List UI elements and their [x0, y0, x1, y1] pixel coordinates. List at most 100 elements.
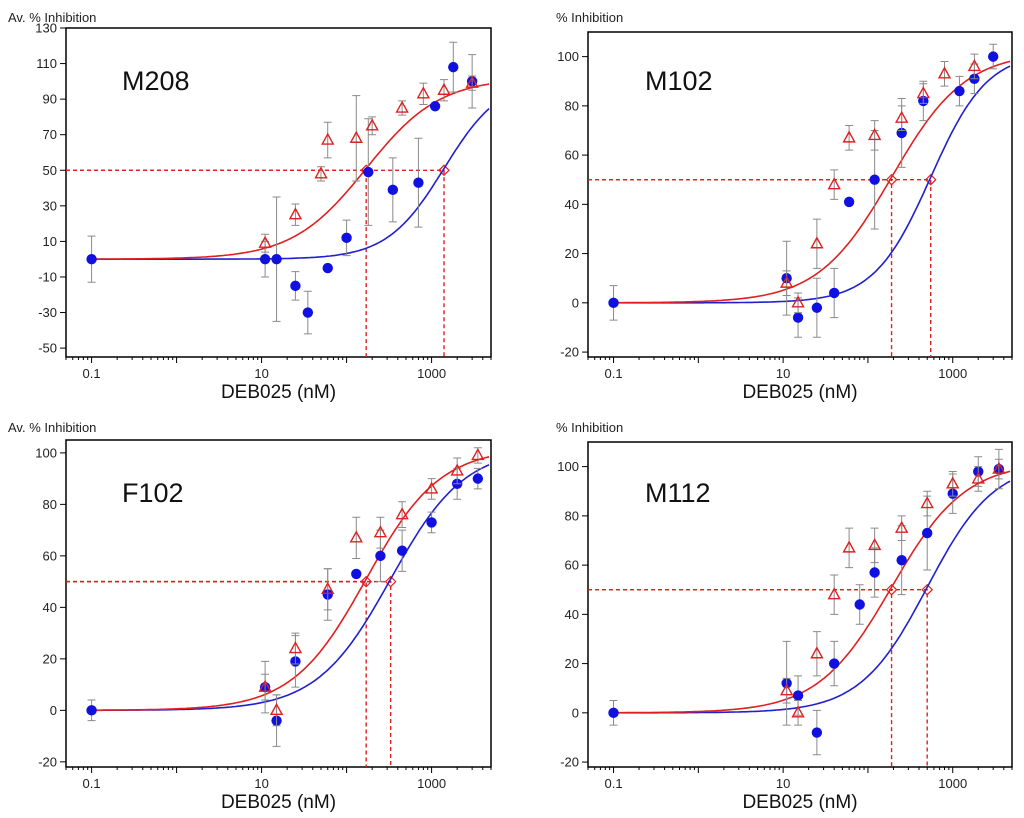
plot-frame [65, 27, 492, 358]
x-axis-label: DEB025 (nM) [221, 792, 336, 813]
ic50-marker-blue [921, 583, 934, 596]
x-axis-label: DEB025 (nM) [742, 382, 857, 403]
data-point-blue [869, 174, 880, 185]
data-point-red [437, 82, 451, 95]
x-tick-label: 0.1 [83, 366, 101, 381]
x-tick-label: 1000 [417, 776, 446, 791]
data-point-red [827, 177, 841, 190]
y-tick-label: 40 [43, 600, 57, 615]
error-bar [897, 105, 906, 131]
x-axis-label: DEB025 (nM) [742, 792, 857, 813]
data-point-red [894, 110, 909, 123]
data-point-blue [828, 658, 840, 669]
y-tick-label: 0 [50, 703, 57, 718]
data-point-red [424, 481, 439, 494]
y-tick-label: 100 [35, 445, 57, 460]
error-bar [845, 527, 854, 569]
ic50-guide-blue [588, 589, 928, 767]
data-point-red [395, 507, 409, 520]
data-point-red [827, 587, 841, 600]
data-point-blue [854, 599, 865, 610]
data-point-red [937, 66, 952, 79]
y-axis-label: % Inhibition [556, 10, 623, 25]
data-point-blue [86, 705, 97, 716]
data-point-blue [792, 312, 804, 323]
x-tick-label: 1000 [938, 776, 967, 791]
y-axis-label: Av. % Inhibition [8, 420, 96, 435]
data-point-red [779, 275, 794, 288]
x-axis-label: DEB025 (nM) [221, 382, 336, 403]
ic50-marker-red [885, 173, 898, 186]
data-point-red [791, 295, 805, 308]
data-point-blue [987, 51, 999, 62]
error-bar [453, 457, 462, 485]
data-point-blue [896, 554, 907, 566]
y-tick-label: 80 [565, 98, 579, 113]
data-point-red [920, 496, 934, 509]
error-bar [974, 466, 983, 492]
ic50-guide-red [588, 589, 893, 767]
data-point-red [992, 461, 1006, 474]
error-bar [870, 120, 879, 151]
data-point-red [894, 520, 909, 533]
fit-curve-red [613, 470, 1011, 714]
x-tick-label: 1000 [417, 366, 446, 381]
data-point-red [450, 463, 464, 476]
error-bar [897, 515, 906, 541]
data-point-red [321, 132, 335, 145]
y-tick-label: 0 [572, 705, 579, 720]
data-point-red [842, 130, 856, 143]
fit-curve-red [613, 60, 1011, 304]
x-tick-label: 10 [254, 776, 268, 791]
data-point-blue [413, 177, 424, 188]
x-tick-label: 1000 [938, 366, 967, 381]
data-point-red [967, 59, 982, 72]
y-tick-label: 60 [565, 558, 579, 573]
data-point-blue [811, 302, 823, 313]
y-tick-label: 0 [572, 295, 579, 310]
data-point-red [365, 118, 379, 131]
y-tick-label: 50 [43, 163, 57, 178]
data-point-blue [608, 707, 619, 719]
data-point-blue [375, 550, 386, 562]
error-bar [923, 490, 932, 517]
y-tick-label: 40 [565, 607, 579, 622]
data-point-blue [429, 101, 441, 112]
y-tick-label: 10 [43, 234, 57, 249]
y-tick-label: 110 [36, 56, 57, 71]
error-bar [272, 694, 281, 727]
ic50-marker-red [360, 575, 373, 588]
data-point-blue [828, 287, 840, 299]
error-bar [794, 700, 803, 726]
error-bar [376, 516, 385, 549]
data-point-red [465, 75, 479, 88]
error-bar [940, 61, 949, 87]
y-tick-label: -10 [38, 269, 57, 284]
chart-panel-m112: % Inhibition -20 0 20 40 60 80 100 0.1 10 1000 DEB0… [556, 420, 1013, 813]
data-point-red [791, 705, 805, 718]
data-point-blue [472, 473, 484, 484]
error-bar [970, 53, 979, 80]
error-bar [830, 574, 839, 615]
error-bar [352, 95, 361, 182]
y-axis-label: Av. % Inhibition [8, 10, 96, 25]
x-tick-label: 10 [776, 366, 790, 381]
error-bar [812, 631, 821, 677]
error-bar [870, 527, 879, 564]
data-point-blue [869, 567, 880, 578]
data-point-red [288, 207, 303, 220]
ic50-guide-red [66, 169, 367, 357]
x-tick-label: 0.1 [604, 776, 622, 791]
error-bar [352, 516, 361, 559]
data-point-red [321, 581, 335, 595]
y-tick-label: 90 [43, 92, 57, 107]
data-point-red [471, 447, 485, 461]
ic50-marker-red [885, 583, 898, 596]
y-tick-label: -20 [38, 754, 57, 769]
data-point-blue [387, 184, 399, 196]
error-bar [830, 169, 839, 200]
y-tick-label: 80 [43, 497, 57, 512]
data-point-red [288, 641, 303, 654]
data-point-blue [608, 297, 619, 309]
data-point-red [842, 540, 856, 553]
